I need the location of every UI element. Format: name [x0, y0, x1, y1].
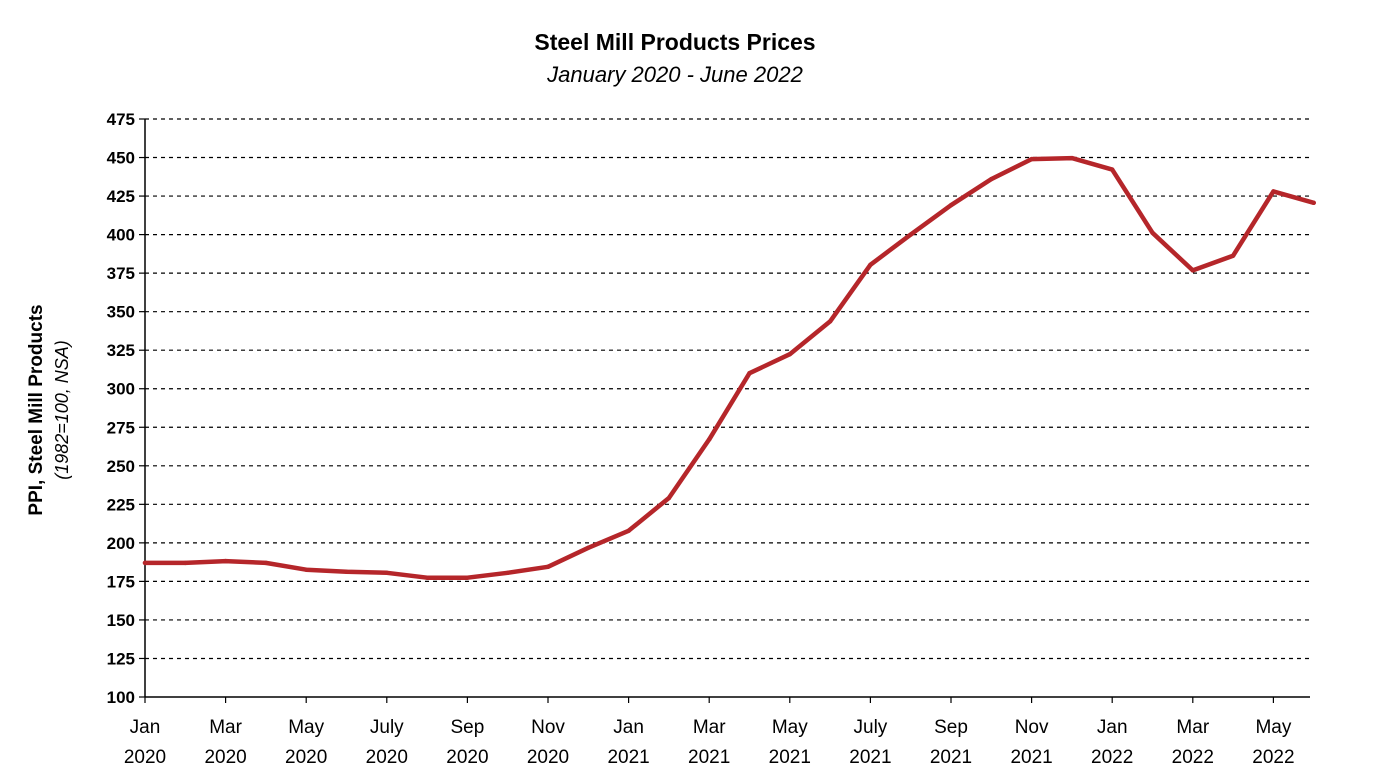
- y-tick-label: 425: [107, 187, 135, 206]
- x-tick-month: May: [1255, 717, 1291, 738]
- x-tick-month: Mar: [693, 717, 726, 738]
- x-tick-year: 2020: [366, 747, 408, 768]
- data-point: [505, 570, 510, 575]
- x-tick-month: Sep: [934, 717, 968, 738]
- x-tick-year: 2020: [124, 747, 166, 768]
- y-tick-label: 275: [107, 418, 135, 437]
- data-point: [787, 352, 792, 357]
- y-tick-label: 150: [107, 611, 135, 630]
- x-tick-month: July: [854, 717, 888, 738]
- data-point: [626, 528, 631, 534]
- x-tick-year: 2020: [446, 747, 488, 768]
- data-point: [1110, 167, 1115, 172]
- x-tick-month: Mar: [1176, 717, 1209, 738]
- y-tick-label: 400: [107, 226, 135, 245]
- x-tick-year: 2020: [204, 747, 246, 768]
- data-point: [1029, 156, 1034, 162]
- x-tick-month: July: [370, 717, 404, 738]
- y-axis-ticks: 100 125 150 175 200 225 250 275 300 325 350 375 400 4…: [107, 110, 145, 707]
- y-tick-label: 125: [107, 649, 135, 668]
- data-point: [183, 560, 188, 566]
- x-tick-month: Nov: [531, 717, 565, 738]
- x-tick-month: Nov: [1015, 717, 1049, 738]
- data-point: [666, 495, 672, 501]
- x-tick-month: Jan: [613, 717, 644, 738]
- data-point: [344, 569, 349, 574]
- y-tick-label: 300: [107, 380, 135, 399]
- data-point: [545, 564, 551, 569]
- y-tick-label: 325: [107, 341, 135, 360]
- x-tick-month: Sep: [450, 717, 484, 738]
- x-tick-year: 2022: [1091, 747, 1133, 768]
- series-line: [142, 155, 1316, 580]
- data-point: [1271, 189, 1276, 194]
- y-axis-label: PPI, Steel Mill Products: [26, 304, 47, 515]
- data-point: [989, 176, 994, 182]
- data-point: [948, 202, 954, 208]
- x-tick-year: 2021: [1010, 747, 1052, 768]
- data-point: [384, 570, 389, 575]
- y-tick-label: 200: [107, 534, 135, 553]
- data-point: [868, 262, 873, 268]
- x-tick-year: 2020: [285, 747, 327, 768]
- gridlines: [145, 118, 1310, 660]
- x-tick-month: Jan: [1097, 717, 1128, 738]
- x-tick-year: 2021: [930, 747, 972, 768]
- x-tick-month: May: [772, 717, 808, 738]
- data-point: [465, 575, 470, 580]
- x-axis-ticks: Jan 2020 Mar 2020 May 2020 July 2020 Sep 2020 Nov 2…: [124, 697, 1295, 768]
- y-tick-label: 250: [107, 457, 135, 476]
- x-tick-year: 2022: [1172, 747, 1214, 768]
- data-point: [263, 560, 269, 566]
- data-point: [707, 437, 712, 442]
- x-tick-year: 2021: [607, 747, 649, 768]
- data-point: [1150, 230, 1155, 235]
- chart-subtitle: January 2020 - June 2022: [546, 62, 803, 87]
- series-layer: [142, 155, 1316, 580]
- chart-title: Steel Mill Products Prices: [534, 29, 815, 55]
- x-tick-year: 2022: [1252, 747, 1294, 768]
- data-point: [1069, 155, 1075, 161]
- data-point: [827, 319, 833, 324]
- data-point: [1230, 253, 1236, 258]
- x-tick-year: 2021: [769, 747, 811, 768]
- data-point: [1190, 268, 1196, 273]
- y-tick-label: 175: [107, 572, 135, 591]
- data-point: [586, 545, 591, 550]
- y-tick-label: 350: [107, 303, 135, 322]
- y-tick-label: 375: [107, 264, 135, 283]
- data-point: [908, 232, 913, 237]
- y-tick-label: 475: [107, 110, 135, 129]
- x-tick-year: 2021: [688, 747, 730, 768]
- data-point: [747, 370, 752, 376]
- data-point: [304, 567, 309, 572]
- x-tick-month: Jan: [130, 717, 161, 738]
- x-tick-month: May: [288, 717, 324, 738]
- y-tick-label: 225: [107, 495, 135, 514]
- y-tick-label: 100: [107, 688, 135, 707]
- data-point: [142, 560, 148, 566]
- y-axis-sublabel: (1982=100, NSA): [52, 340, 72, 480]
- data-point: [424, 575, 430, 580]
- x-tick-year: 2021: [849, 747, 891, 768]
- x-tick-month: Mar: [209, 717, 242, 738]
- data-point: [1311, 200, 1316, 206]
- y-tick-label: 450: [107, 149, 135, 168]
- x-tick-year: 2020: [527, 747, 569, 768]
- data-point: [223, 558, 228, 564]
